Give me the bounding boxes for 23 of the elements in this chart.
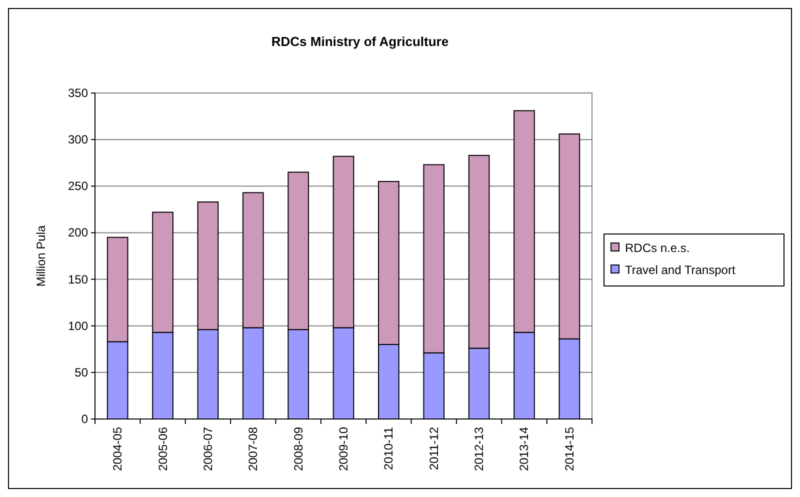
x-tick-label: 2009-10 <box>336 426 350 472</box>
legend-label: RDCs n.e.s. <box>625 241 690 255</box>
x-tick-label: 2004-05 <box>110 426 125 472</box>
y-tick-label: 150 <box>68 272 88 286</box>
y-tick-label: 100 <box>68 318 88 333</box>
x-tick-label: 2014-15 <box>562 426 576 472</box>
y-tick-label: 250 <box>68 179 88 194</box>
y-tick-label: 300 <box>68 132 88 147</box>
x-tick-label: 2011-12 <box>426 426 441 470</box>
x-tick-label: 2007-08 <box>246 426 260 472</box>
x-tick-label: 2005-06 <box>156 426 170 472</box>
x-tick-label: 2012-13 <box>472 426 486 472</box>
chart-title: RDCs Ministry of Agriculture <box>271 34 449 49</box>
y-axis-title: Million Pula <box>34 224 48 287</box>
x-tick-label: 2013-14 <box>517 426 532 472</box>
y-tick-label: 200 <box>68 226 88 240</box>
x-tick-label: 2010-11 <box>382 426 396 470</box>
y-tick-label: 50 <box>74 365 88 380</box>
x-tick-label: 2006-07 <box>200 426 215 472</box>
y-tick-label: 350 <box>68 86 88 100</box>
legend-label: Travel and Transport <box>625 263 736 277</box>
x-tick-label: 2008-09 <box>291 426 306 472</box>
y-tick-label: 0 <box>81 412 88 426</box>
